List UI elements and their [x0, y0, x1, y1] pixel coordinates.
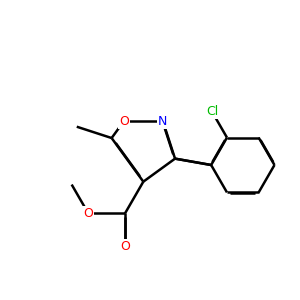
- Text: O: O: [120, 240, 130, 253]
- Text: O: O: [119, 115, 129, 128]
- Text: Cl: Cl: [206, 105, 218, 118]
- Text: N: N: [158, 115, 168, 128]
- Text: O: O: [83, 207, 93, 220]
